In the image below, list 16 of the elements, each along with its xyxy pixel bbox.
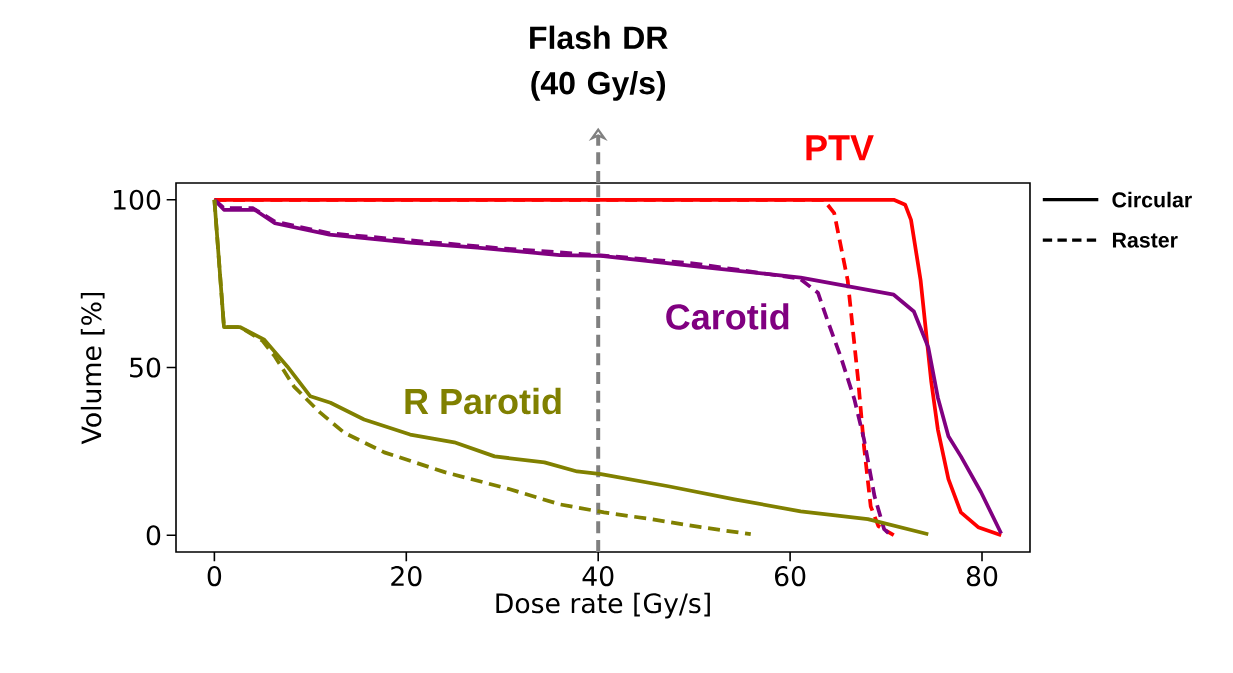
y-tick-label: 0 — [146, 525, 161, 546]
x-tick-label: 0 — [207, 566, 222, 587]
series-label: Carotid — [666, 303, 789, 330]
y-tick-label: 100 — [113, 189, 161, 210]
x-tick-label: 80 — [966, 566, 998, 587]
y-tick-label: 50 — [130, 357, 161, 378]
series-label: R Parotid — [405, 387, 561, 415]
y-axis-title: Volume [%] — [80, 292, 105, 445]
text: Raster — [1112, 232, 1178, 248]
x-tick-label: 20 — [391, 566, 422, 587]
ref-line-label: Flash DR (40 Gy/s) — [530, 25, 668, 101]
series-label: PTV — [806, 135, 874, 161]
x-axis-title: Dose rate [Gy/s] — [496, 592, 710, 619]
x-tick-label: 60 — [775, 566, 806, 587]
text: Circular — [1112, 191, 1192, 208]
x-tick-label: 40 — [582, 566, 614, 587]
